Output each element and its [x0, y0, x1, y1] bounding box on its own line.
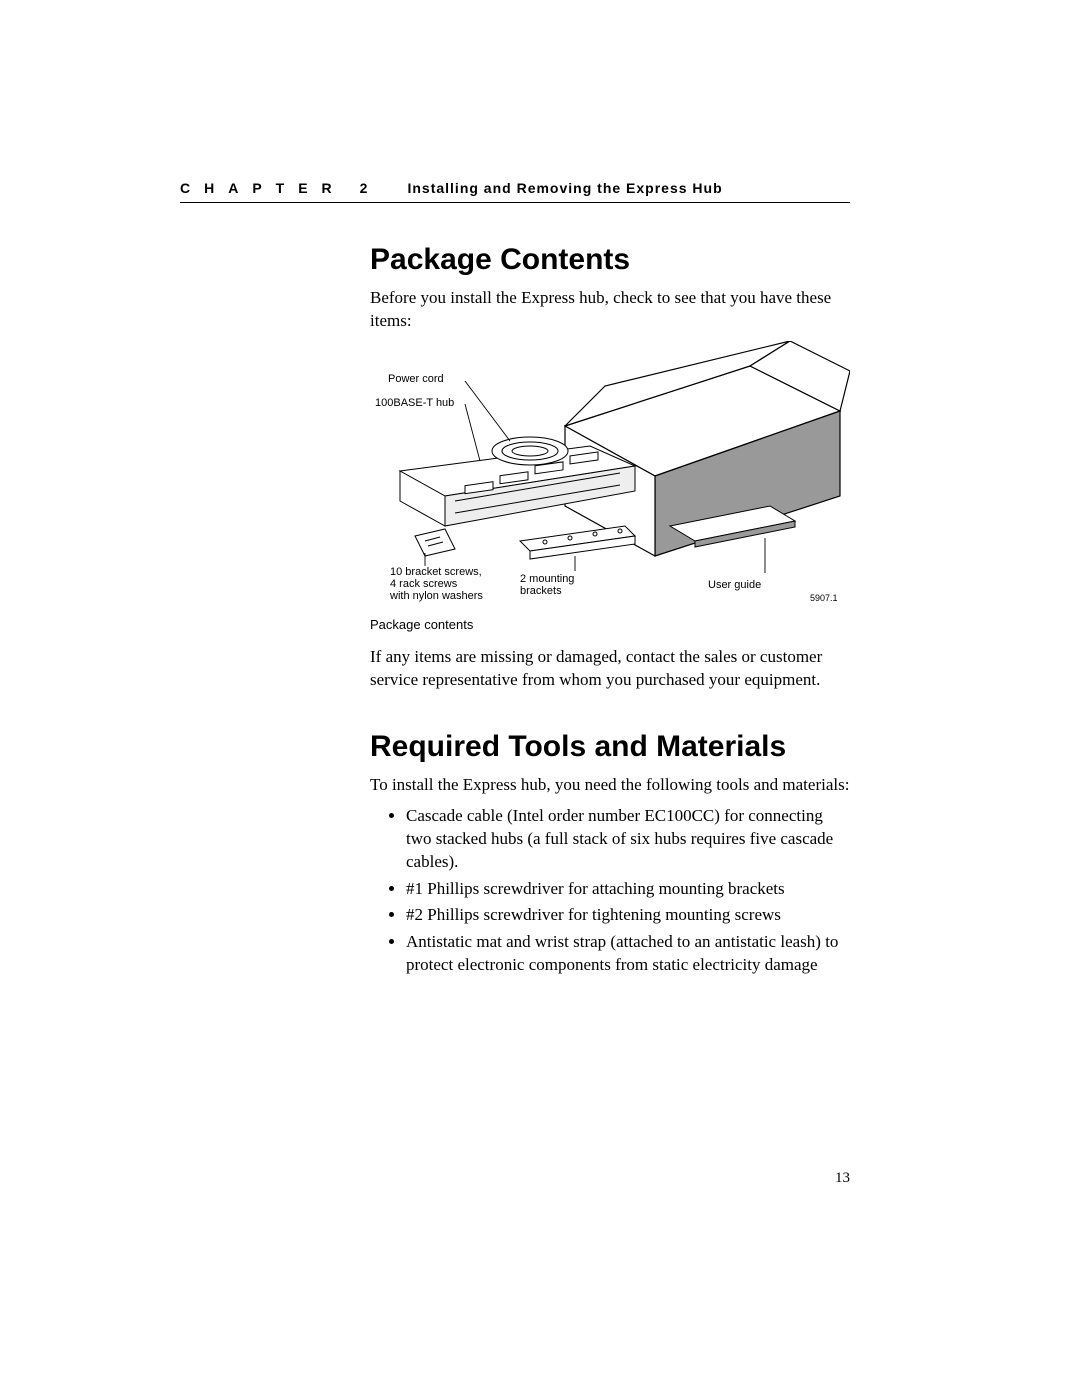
tools-item: Antistatic mat and wrist strap (attached… [406, 931, 850, 977]
label-power-cord: Power cord [388, 373, 444, 386]
section1-after: If any items are missing or damaged, con… [370, 646, 850, 692]
package-contents-figure: Power cord 100BASE-T hub 10 bracket scre… [370, 341, 850, 611]
label-brackets-1: 2 mounting [520, 573, 574, 586]
tools-item: #1 Phillips screwdriver for attaching mo… [406, 878, 850, 901]
figure-id: 5907.1 [810, 593, 838, 603]
chapter-number: 2 [360, 180, 368, 196]
tools-list: Cascade cable (Intel order number EC100C… [370, 805, 850, 978]
header-rule [180, 202, 850, 203]
label-brackets-2: brackets [520, 585, 562, 598]
page: CHAPTER 2 Installing and Removing the Expr… [0, 0, 1080, 1397]
tools-item: #2 Phillips screwdriver for tightening m… [406, 904, 850, 927]
page-number: 13 [835, 1170, 850, 1187]
section-heading-package: Package Contents [370, 243, 850, 277]
label-screws-2: 4 rack screws [390, 578, 457, 591]
chapter-label: CHAPTER [180, 180, 346, 196]
label-screws-3: with nylon washers [390, 590, 483, 603]
label-hub: 100BASE-T hub [375, 397, 454, 410]
section-heading-tools: Required Tools and Materials [370, 730, 850, 764]
section2-intro: To install the Express hub, you need the… [370, 774, 850, 797]
section1-intro: Before you install the Express hub, chec… [370, 287, 850, 333]
content-column: Package Contents Before you install the … [370, 243, 850, 977]
running-header: CHAPTER 2 Installing and Removing the Expr… [180, 180, 850, 196]
label-user-guide: User guide [708, 579, 761, 592]
chapter-title: Installing and Removing the Express Hub [407, 180, 722, 196]
tools-item: Cascade cable (Intel order number EC100C… [406, 805, 850, 874]
label-screws-1: 10 bracket screws, [390, 566, 482, 579]
figure-caption: Package contents [370, 617, 850, 632]
